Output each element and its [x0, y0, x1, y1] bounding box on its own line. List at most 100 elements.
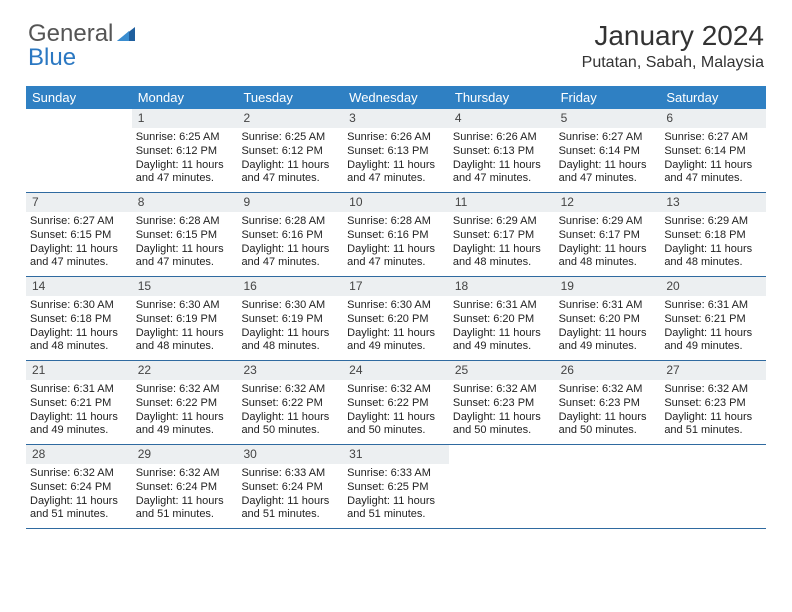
cell-sunrise: Sunrise: 6:30 AM	[136, 299, 234, 313]
cell-sunset: Sunset: 6:16 PM	[241, 229, 339, 243]
cell-daylight1: Daylight: 11 hours	[241, 495, 339, 509]
day-header: Tuesday	[237, 86, 343, 109]
cell-daylight1: Daylight: 11 hours	[664, 411, 762, 425]
calendar-cell: 10Sunrise: 6:28 AMSunset: 6:16 PMDayligh…	[343, 193, 449, 276]
cell-daylight1: Daylight: 11 hours	[241, 159, 339, 173]
cell-daylight2: and 51 minutes.	[664, 424, 762, 438]
cell-daylight1: Daylight: 11 hours	[241, 243, 339, 257]
day-number: 29	[132, 445, 238, 464]
cell-sunrise: Sunrise: 6:33 AM	[241, 467, 339, 481]
cell-daylight2: and 49 minutes.	[453, 340, 551, 354]
week-row: 1Sunrise: 6:25 AMSunset: 6:12 PMDaylight…	[26, 109, 766, 193]
cell-daylight1: Daylight: 11 hours	[453, 411, 551, 425]
day-number: 16	[237, 277, 343, 296]
cell-sunset: Sunset: 6:14 PM	[559, 145, 657, 159]
cell-sunrise: Sunrise: 6:32 AM	[453, 383, 551, 397]
calendar-cell: 2Sunrise: 6:25 AMSunset: 6:12 PMDaylight…	[237, 109, 343, 192]
day-header-row: Sunday Monday Tuesday Wednesday Thursday…	[26, 86, 766, 109]
cell-daylight1: Daylight: 11 hours	[241, 327, 339, 341]
cell-daylight2: and 50 minutes.	[347, 424, 445, 438]
calendar-cell: 24Sunrise: 6:32 AMSunset: 6:22 PMDayligh…	[343, 361, 449, 444]
cell-daylight2: and 47 minutes.	[347, 256, 445, 270]
calendar-cell: 9Sunrise: 6:28 AMSunset: 6:16 PMDaylight…	[237, 193, 343, 276]
cell-daylight1: Daylight: 11 hours	[559, 327, 657, 341]
calendar-cell: 13Sunrise: 6:29 AMSunset: 6:18 PMDayligh…	[660, 193, 766, 276]
calendar-cell: 30Sunrise: 6:33 AMSunset: 6:24 PMDayligh…	[237, 445, 343, 528]
cell-sunset: Sunset: 6:22 PM	[347, 397, 445, 411]
cell-daylight1: Daylight: 11 hours	[347, 327, 445, 341]
cell-sunset: Sunset: 6:13 PM	[347, 145, 445, 159]
cell-sunrise: Sunrise: 6:25 AM	[241, 131, 339, 145]
cell-sunrise: Sunrise: 6:32 AM	[241, 383, 339, 397]
cell-sunrise: Sunrise: 6:29 AM	[453, 215, 551, 229]
cell-sunrise: Sunrise: 6:27 AM	[664, 131, 762, 145]
calendar-cell: 21Sunrise: 6:31 AMSunset: 6:21 PMDayligh…	[26, 361, 132, 444]
cell-daylight2: and 47 minutes.	[559, 172, 657, 186]
cell-daylight2: and 47 minutes.	[136, 256, 234, 270]
day-number: 30	[237, 445, 343, 464]
cell-daylight2: and 51 minutes.	[30, 508, 128, 522]
day-number: 17	[343, 277, 449, 296]
cell-daylight1: Daylight: 11 hours	[30, 411, 128, 425]
day-number: 9	[237, 193, 343, 212]
cell-sunset: Sunset: 6:12 PM	[136, 145, 234, 159]
day-number: 26	[555, 361, 661, 380]
cell-daylight1: Daylight: 11 hours	[559, 243, 657, 257]
calendar-cell: 20Sunrise: 6:31 AMSunset: 6:21 PMDayligh…	[660, 277, 766, 360]
day-number: 3	[343, 109, 449, 128]
cell-sunset: Sunset: 6:20 PM	[347, 313, 445, 327]
cell-sunrise: Sunrise: 6:33 AM	[347, 467, 445, 481]
cell-daylight2: and 48 minutes.	[30, 340, 128, 354]
calendar-cell: 3Sunrise: 6:26 AMSunset: 6:13 PMDaylight…	[343, 109, 449, 192]
calendar-cell: 17Sunrise: 6:30 AMSunset: 6:20 PMDayligh…	[343, 277, 449, 360]
day-number: 6	[660, 109, 766, 128]
cell-daylight2: and 49 minutes.	[559, 340, 657, 354]
cell-daylight2: and 47 minutes.	[30, 256, 128, 270]
day-header: Friday	[555, 86, 661, 109]
cell-sunset: Sunset: 6:23 PM	[664, 397, 762, 411]
cell-daylight1: Daylight: 11 hours	[559, 411, 657, 425]
day-number: 4	[449, 109, 555, 128]
cell-sunset: Sunset: 6:24 PM	[136, 481, 234, 495]
cell-daylight1: Daylight: 11 hours	[136, 495, 234, 509]
cell-sunrise: Sunrise: 6:28 AM	[347, 215, 445, 229]
weeks-container: 1Sunrise: 6:25 AMSunset: 6:12 PMDaylight…	[26, 109, 766, 529]
cell-daylight1: Daylight: 11 hours	[453, 243, 551, 257]
cell-sunset: Sunset: 6:21 PM	[664, 313, 762, 327]
page-title: January 2024	[582, 20, 764, 52]
day-number: 23	[237, 361, 343, 380]
cell-daylight2: and 51 minutes.	[347, 508, 445, 522]
cell-sunrise: Sunrise: 6:27 AM	[559, 131, 657, 145]
cell-daylight2: and 47 minutes.	[664, 172, 762, 186]
cell-daylight2: and 48 minutes.	[453, 256, 551, 270]
day-number: 11	[449, 193, 555, 212]
week-row: 14Sunrise: 6:30 AMSunset: 6:18 PMDayligh…	[26, 277, 766, 361]
day-number: 31	[343, 445, 449, 464]
cell-sunrise: Sunrise: 6:30 AM	[241, 299, 339, 313]
cell-sunrise: Sunrise: 6:32 AM	[347, 383, 445, 397]
calendar-cell: 11Sunrise: 6:29 AMSunset: 6:17 PMDayligh…	[449, 193, 555, 276]
calendar-cell	[26, 109, 132, 192]
cell-daylight2: and 49 minutes.	[664, 340, 762, 354]
calendar-cell: 4Sunrise: 6:26 AMSunset: 6:13 PMDaylight…	[449, 109, 555, 192]
header: General January 2024 Putatan, Sabah, Mal…	[0, 0, 792, 80]
day-number: 18	[449, 277, 555, 296]
cell-daylight2: and 47 minutes.	[241, 172, 339, 186]
cell-daylight2: and 47 minutes.	[241, 256, 339, 270]
cell-sunrise: Sunrise: 6:28 AM	[136, 215, 234, 229]
cell-sunrise: Sunrise: 6:31 AM	[559, 299, 657, 313]
day-number: 27	[660, 361, 766, 380]
cell-daylight1: Daylight: 11 hours	[664, 327, 762, 341]
day-number: 2	[237, 109, 343, 128]
cell-sunset: Sunset: 6:15 PM	[136, 229, 234, 243]
cell-sunset: Sunset: 6:18 PM	[30, 313, 128, 327]
calendar-cell: 16Sunrise: 6:30 AMSunset: 6:19 PMDayligh…	[237, 277, 343, 360]
week-row: 28Sunrise: 6:32 AMSunset: 6:24 PMDayligh…	[26, 445, 766, 529]
calendar-cell: 14Sunrise: 6:30 AMSunset: 6:18 PMDayligh…	[26, 277, 132, 360]
calendar-cell: 7Sunrise: 6:27 AMSunset: 6:15 PMDaylight…	[26, 193, 132, 276]
cell-daylight2: and 48 minutes.	[664, 256, 762, 270]
cell-daylight1: Daylight: 11 hours	[453, 327, 551, 341]
cell-daylight2: and 51 minutes.	[241, 508, 339, 522]
day-number: 15	[132, 277, 238, 296]
cell-daylight2: and 47 minutes.	[453, 172, 551, 186]
